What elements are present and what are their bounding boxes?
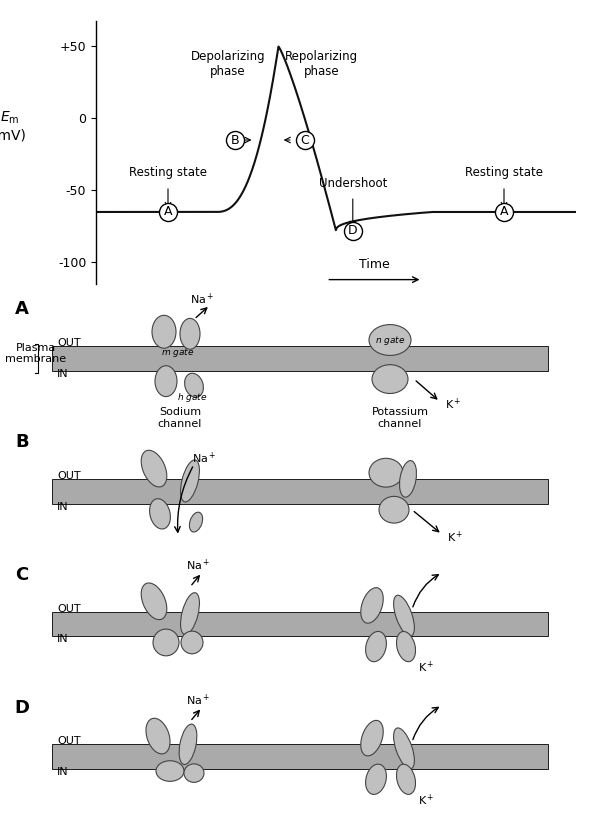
Ellipse shape <box>394 595 415 636</box>
Ellipse shape <box>184 764 204 783</box>
Text: A: A <box>500 206 508 218</box>
Ellipse shape <box>179 724 197 765</box>
Text: OUT: OUT <box>57 737 80 746</box>
Text: $E_\mathrm{m}$
(mV): $E_\mathrm{m}$ (mV) <box>0 109 26 142</box>
Ellipse shape <box>181 631 203 653</box>
Text: Potassium
channel: Potassium channel <box>371 407 428 429</box>
Text: B: B <box>15 433 29 451</box>
Text: IN: IN <box>57 369 68 379</box>
Ellipse shape <box>400 461 416 497</box>
Ellipse shape <box>149 499 170 529</box>
Text: Plasma
membrane: Plasma membrane <box>5 342 66 364</box>
Text: Repolarizing
phase: Repolarizing phase <box>285 50 358 78</box>
Ellipse shape <box>141 450 167 487</box>
Ellipse shape <box>146 718 170 754</box>
Text: IN: IN <box>57 767 68 777</box>
Ellipse shape <box>181 593 199 635</box>
Ellipse shape <box>156 760 184 781</box>
Text: K$^+$: K$^+$ <box>418 793 434 807</box>
Ellipse shape <box>181 460 199 502</box>
Text: A: A <box>15 300 29 319</box>
Ellipse shape <box>397 765 416 794</box>
Bar <box>52 611 548 636</box>
Text: $m$ gate: $m$ gate <box>161 346 195 359</box>
Text: Sodium
channel: Sodium channel <box>158 407 202 429</box>
Text: A: A <box>164 206 172 218</box>
Ellipse shape <box>141 583 167 620</box>
Text: C: C <box>301 133 309 146</box>
Text: C: C <box>16 566 29 584</box>
Text: B: B <box>231 133 239 146</box>
Ellipse shape <box>155 365 177 397</box>
Text: IN: IN <box>57 502 68 512</box>
Text: K$^+$: K$^+$ <box>447 530 464 545</box>
Text: IN: IN <box>57 635 68 644</box>
Ellipse shape <box>365 631 386 662</box>
Text: K$^+$: K$^+$ <box>445 398 461 412</box>
Text: Time: Time <box>359 258 390 271</box>
Ellipse shape <box>361 588 383 623</box>
Text: Resting state: Resting state <box>129 166 207 179</box>
Text: OUT: OUT <box>57 603 80 613</box>
Text: $h$ gate: $h$ gate <box>177 391 207 404</box>
Ellipse shape <box>180 319 200 349</box>
Text: $n$ gate: $n$ gate <box>375 333 405 346</box>
Bar <box>52 479 548 504</box>
Ellipse shape <box>152 315 176 348</box>
Ellipse shape <box>394 728 415 769</box>
Text: Na$^+$: Na$^+$ <box>186 558 210 573</box>
Ellipse shape <box>369 458 403 487</box>
Text: D: D <box>348 224 358 237</box>
Ellipse shape <box>369 324 411 356</box>
Ellipse shape <box>361 720 383 756</box>
Ellipse shape <box>365 764 386 794</box>
Text: OUT: OUT <box>57 338 80 348</box>
Ellipse shape <box>372 365 408 393</box>
Ellipse shape <box>397 631 416 662</box>
Text: Na$^+$: Na$^+$ <box>190 291 214 306</box>
Text: Depolarizing
phase: Depolarizing phase <box>191 50 265 78</box>
Bar <box>52 744 548 769</box>
Text: Na$^+$: Na$^+$ <box>192 451 216 466</box>
Text: OUT: OUT <box>57 471 80 481</box>
Text: Na$^+$: Na$^+$ <box>186 692 210 708</box>
Ellipse shape <box>379 496 409 523</box>
Bar <box>52 346 548 371</box>
Text: Resting state: Resting state <box>465 166 543 179</box>
Text: K$^+$: K$^+$ <box>418 659 434 675</box>
Ellipse shape <box>153 629 179 656</box>
Ellipse shape <box>185 374 203 398</box>
Text: D: D <box>14 699 29 717</box>
Text: Undershoot: Undershoot <box>319 178 387 190</box>
Ellipse shape <box>190 512 203 532</box>
